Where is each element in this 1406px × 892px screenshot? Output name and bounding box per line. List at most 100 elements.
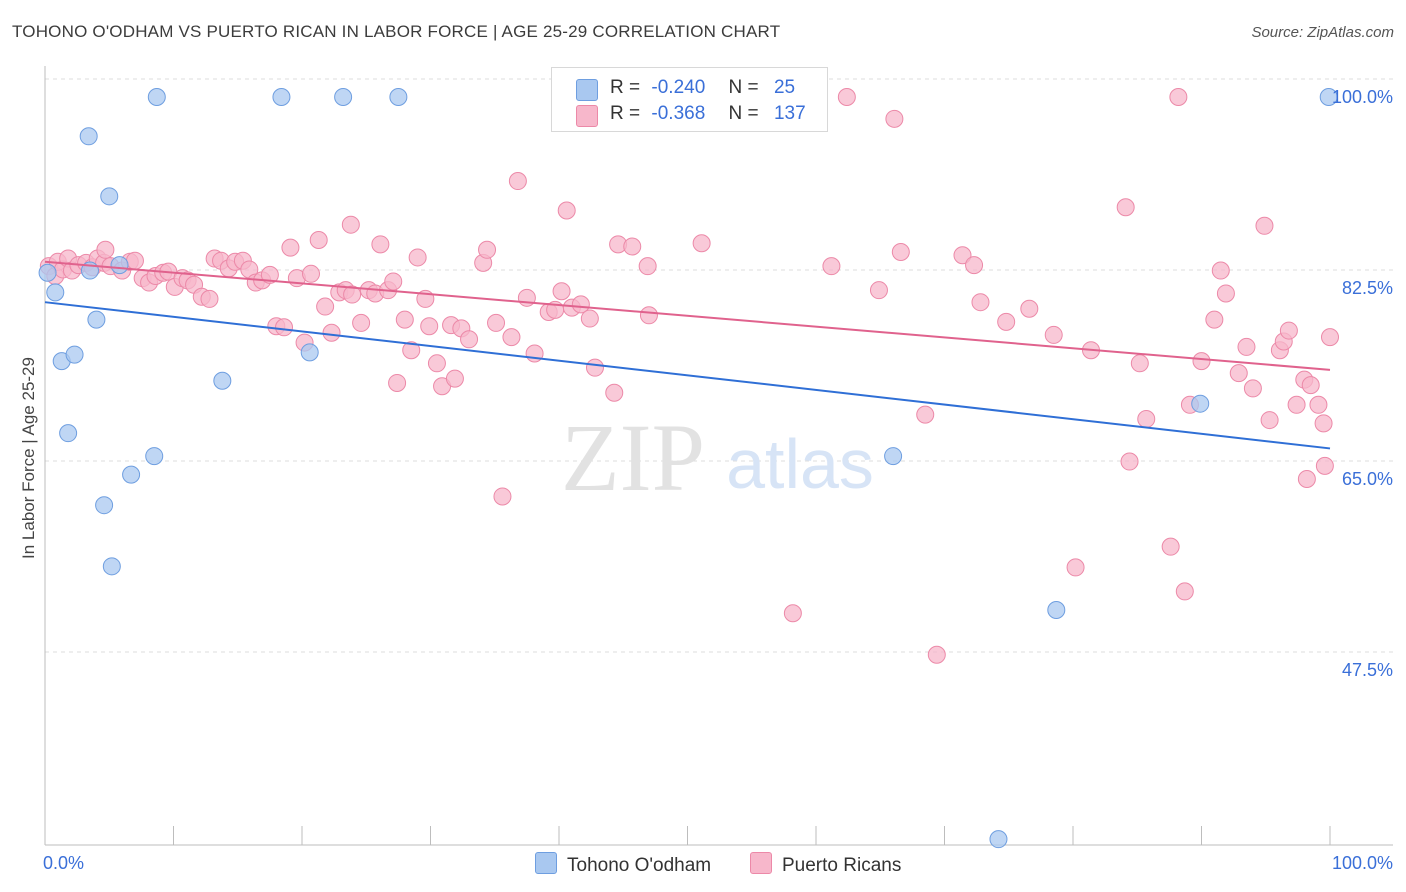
y-tick-label: 100.0%: [1332, 87, 1393, 107]
point-puerto-rican: [580, 309, 599, 328]
point-tohono: [102, 557, 121, 576]
n-label: N =: [728, 103, 759, 124]
point-puerto-rican: [384, 272, 403, 291]
point-tohono: [884, 447, 903, 466]
point-puerto-rican: [395, 310, 414, 329]
point-puerto-rican: [1205, 310, 1224, 329]
point-puerto-rican: [281, 238, 300, 257]
watermark-zip: ZIP: [561, 404, 705, 511]
source-label: Source: ZipAtlas.com: [1251, 24, 1394, 41]
r-value: -0.368: [651, 103, 706, 124]
point-tohono: [213, 371, 232, 390]
point-puerto-rican: [1243, 379, 1262, 398]
point-puerto-rican: [309, 230, 328, 249]
point-puerto-rican: [639, 306, 658, 325]
point-puerto-rican: [916, 405, 935, 424]
point-puerto-rican: [322, 323, 341, 342]
point-puerto-rican: [1260, 411, 1279, 430]
point-puerto-rican: [869, 281, 888, 300]
point-puerto-rican: [1301, 376, 1320, 395]
point-puerto-rican: [1116, 198, 1135, 217]
point-tohono: [65, 345, 84, 364]
point-puerto-rican: [605, 383, 624, 402]
point-tohono: [95, 496, 114, 515]
point-puerto-rican: [1287, 395, 1306, 414]
point-puerto-rican: [1169, 88, 1188, 106]
point-puerto-rican: [1314, 414, 1333, 433]
point-puerto-rican: [427, 354, 446, 373]
point-puerto-rican: [965, 256, 984, 275]
point-puerto-rican: [1020, 299, 1039, 318]
point-tohono: [989, 830, 1008, 849]
point-tohono: [38, 263, 57, 282]
stats-swatch-tohono: [576, 79, 598, 101]
point-tohono: [100, 187, 119, 206]
point-puerto-rican: [837, 88, 856, 106]
r-label: R =: [610, 77, 641, 98]
point-puerto-rican: [420, 317, 439, 336]
point-puerto-rican: [1229, 364, 1248, 383]
y-tick-label: 47.5%: [1342, 660, 1393, 680]
trend-line-tohono: [44, 301, 1331, 450]
point-puerto-rican: [493, 487, 512, 506]
point-puerto-rican: [460, 330, 479, 349]
point-tohono: [79, 127, 98, 146]
point-tohono: [87, 310, 106, 329]
point-tohono: [46, 283, 65, 302]
point-puerto-rican: [1120, 452, 1139, 471]
point-puerto-rican: [927, 645, 946, 664]
gridlines: [45, 78, 1395, 653]
point-puerto-rican: [552, 282, 571, 301]
legend-item-puerto-rican: Puerto Ricans: [750, 852, 901, 876]
point-puerto-rican: [557, 201, 576, 220]
point-puerto-rican: [783, 604, 802, 623]
point-puerto-rican: [316, 297, 335, 316]
n-value: 25: [773, 77, 796, 98]
point-puerto-rican: [1211, 261, 1230, 280]
point-tohono: [122, 465, 141, 484]
point-puerto-rican: [1175, 582, 1194, 601]
point-tohono: [1191, 394, 1210, 413]
point-puerto-rican: [445, 369, 464, 388]
point-puerto-rican: [371, 235, 390, 254]
watermark-atlas: atlas: [726, 425, 874, 503]
point-puerto-rican: [692, 234, 711, 253]
point-puerto-rican: [571, 295, 590, 314]
chart-title: TOHONO O'ODHAM VS PUERTO RICAN IN LABOR …: [12, 22, 781, 41]
point-puerto-rican: [275, 318, 294, 337]
trend-line-puerto-rican: [44, 260, 1331, 371]
watermark: ZIP atlas: [561, 404, 874, 511]
point-puerto-rican: [487, 313, 506, 332]
point-puerto-rican: [260, 265, 279, 284]
n-value: 137: [773, 103, 806, 124]
point-puerto-rican: [1137, 409, 1156, 428]
legend-label-tohono: Tohono O'odham: [567, 855, 712, 876]
point-puerto-rican: [478, 240, 497, 259]
point-puerto-rican: [301, 264, 320, 283]
stats-swatch-puerto-rican: [576, 105, 598, 127]
point-tohono: [145, 447, 164, 466]
point-puerto-rican: [997, 312, 1016, 331]
point-puerto-rican: [1216, 284, 1235, 303]
point-tohono: [334, 88, 353, 106]
tick-labels: 100.0% 82.5% 65.0% 47.5% 0.0% 100.0%: [43, 87, 1393, 873]
y-tick-label: 65.0%: [1342, 469, 1393, 489]
stats-box: R = -0.240 N = 25 R = -0.368 N = 137: [551, 67, 828, 132]
point-puerto-rican: [1279, 321, 1298, 340]
data-points: [38, 88, 1339, 849]
legend-label-puerto-rican: Puerto Ricans: [782, 855, 902, 876]
point-puerto-rican: [1044, 325, 1063, 344]
point-puerto-rican: [953, 246, 972, 265]
y-tick-label: 82.5%: [1342, 278, 1393, 298]
point-tohono: [147, 88, 166, 106]
point-puerto-rican: [408, 248, 427, 267]
point-puerto-rican: [1297, 470, 1316, 488]
n-label: N =: [728, 77, 759, 98]
trend-lines: [44, 260, 1331, 450]
point-puerto-rican: [1130, 354, 1149, 373]
point-puerto-rican: [388, 373, 407, 392]
point-puerto-rican: [402, 341, 421, 360]
legend-swatch-puerto-rican: [750, 852, 772, 874]
point-puerto-rican: [885, 109, 904, 128]
